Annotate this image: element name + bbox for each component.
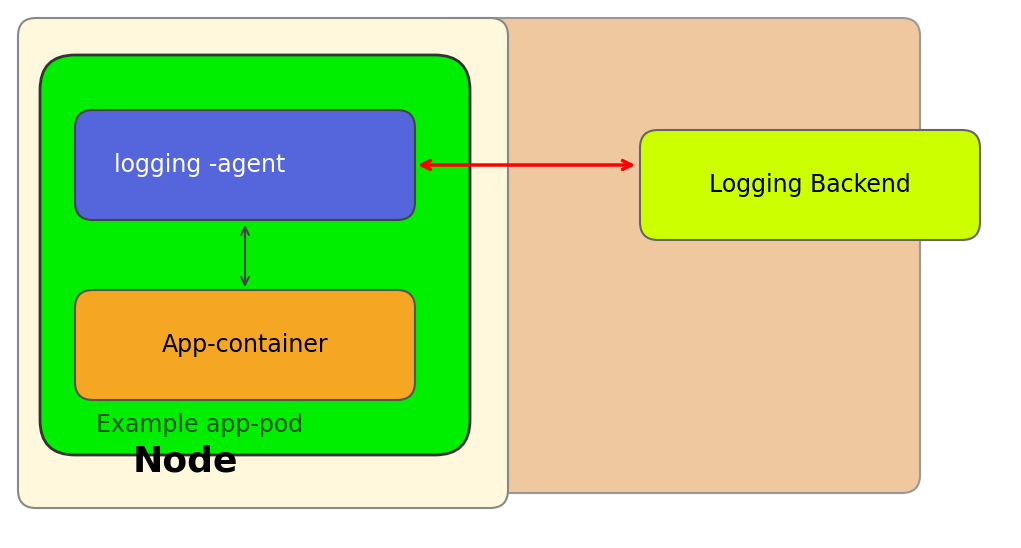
Text: Node: Node bbox=[133, 445, 238, 479]
FancyBboxPatch shape bbox=[430, 18, 920, 493]
Text: App-container: App-container bbox=[161, 333, 329, 357]
FancyBboxPatch shape bbox=[40, 55, 470, 455]
Text: Logging Backend: Logging Backend bbox=[710, 173, 911, 197]
Text: Example app-pod: Example app-pod bbox=[96, 413, 303, 437]
Text: logging -agent: logging -agent bbox=[114, 153, 286, 177]
FancyBboxPatch shape bbox=[75, 110, 415, 220]
FancyBboxPatch shape bbox=[75, 290, 415, 400]
FancyBboxPatch shape bbox=[18, 18, 508, 508]
FancyBboxPatch shape bbox=[640, 130, 980, 240]
